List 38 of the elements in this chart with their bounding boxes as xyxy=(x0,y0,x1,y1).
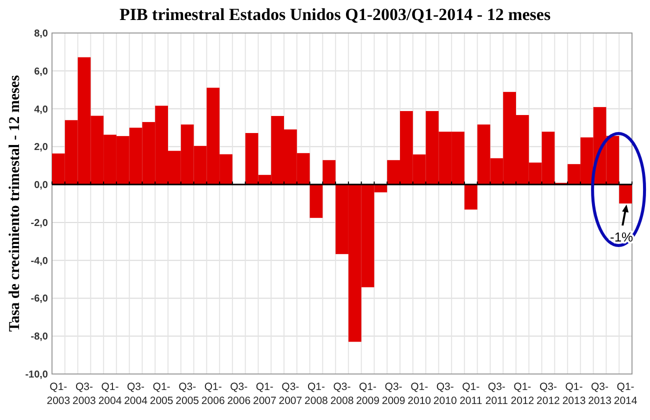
y-tick-label: -2,0 xyxy=(30,218,48,229)
y-tick-label: 2,0 xyxy=(34,142,48,154)
x-tick-label: Q1- 2014 xyxy=(614,381,638,407)
bar xyxy=(322,160,336,185)
y-tick-label: -4,0 xyxy=(30,256,48,267)
y-tick-label: 8,0 xyxy=(34,28,48,40)
bar xyxy=(464,184,478,210)
y-tick-label: 0,0 xyxy=(34,180,48,192)
x-tick-label: Q1- 2013 xyxy=(562,381,586,407)
bar xyxy=(310,184,323,218)
x-tick-label: Q3- 2010 xyxy=(433,381,457,407)
x-tick-label: Q1- 2008 xyxy=(304,381,328,407)
x-tick-label: Q3- 2005 xyxy=(176,381,200,407)
x-tick-label: Q3- 2009 xyxy=(382,381,406,407)
x-tick-label: Q3- 2011 xyxy=(485,381,508,407)
x-tick-label: Q3- 2007 xyxy=(278,381,302,407)
x-tick-label: Q1- 2012 xyxy=(510,381,534,407)
y-tick-label: -8,0 xyxy=(30,332,48,343)
x-tick-label: Q3- 2006 xyxy=(227,381,251,407)
y-axis-title: Tasa de crecimiento trimestal - 12 meses xyxy=(7,75,23,332)
y-tick-label: -6,0 xyxy=(30,294,48,305)
x-tick-label: Q1- 2011 xyxy=(460,381,482,407)
x-tick-label: Q1- 2009 xyxy=(356,381,380,407)
y-tick-label: -10,0 xyxy=(25,370,48,380)
x-tick-label: Q1- 2005 xyxy=(150,381,174,407)
chart-title: PIB trimestral Estados Unidos Q1-2003/Q1-2014 - 12 meses xyxy=(119,5,551,24)
x-tick-label: Q3- 2008 xyxy=(330,381,354,407)
x-tick-label: Q3- 2012 xyxy=(536,381,560,407)
x-tick-label: Q3- 2013 xyxy=(588,381,612,407)
x-tick-label: Q1- 2004 xyxy=(98,381,122,407)
x-tick-label: Q3- 2003 xyxy=(72,381,96,407)
y-tick-label: 4,0 xyxy=(34,104,48,116)
x-tick-label: Q1- 2010 xyxy=(408,381,432,407)
x-tick-label: Q1- 2003 xyxy=(46,381,70,407)
x-tick-label: Q1- 2007 xyxy=(252,381,277,407)
x-tick-label: Q3- 2004 xyxy=(124,381,148,407)
x-tick-label: Q1- 2006 xyxy=(201,381,225,407)
y-tick-label: 6,0 xyxy=(34,66,48,78)
